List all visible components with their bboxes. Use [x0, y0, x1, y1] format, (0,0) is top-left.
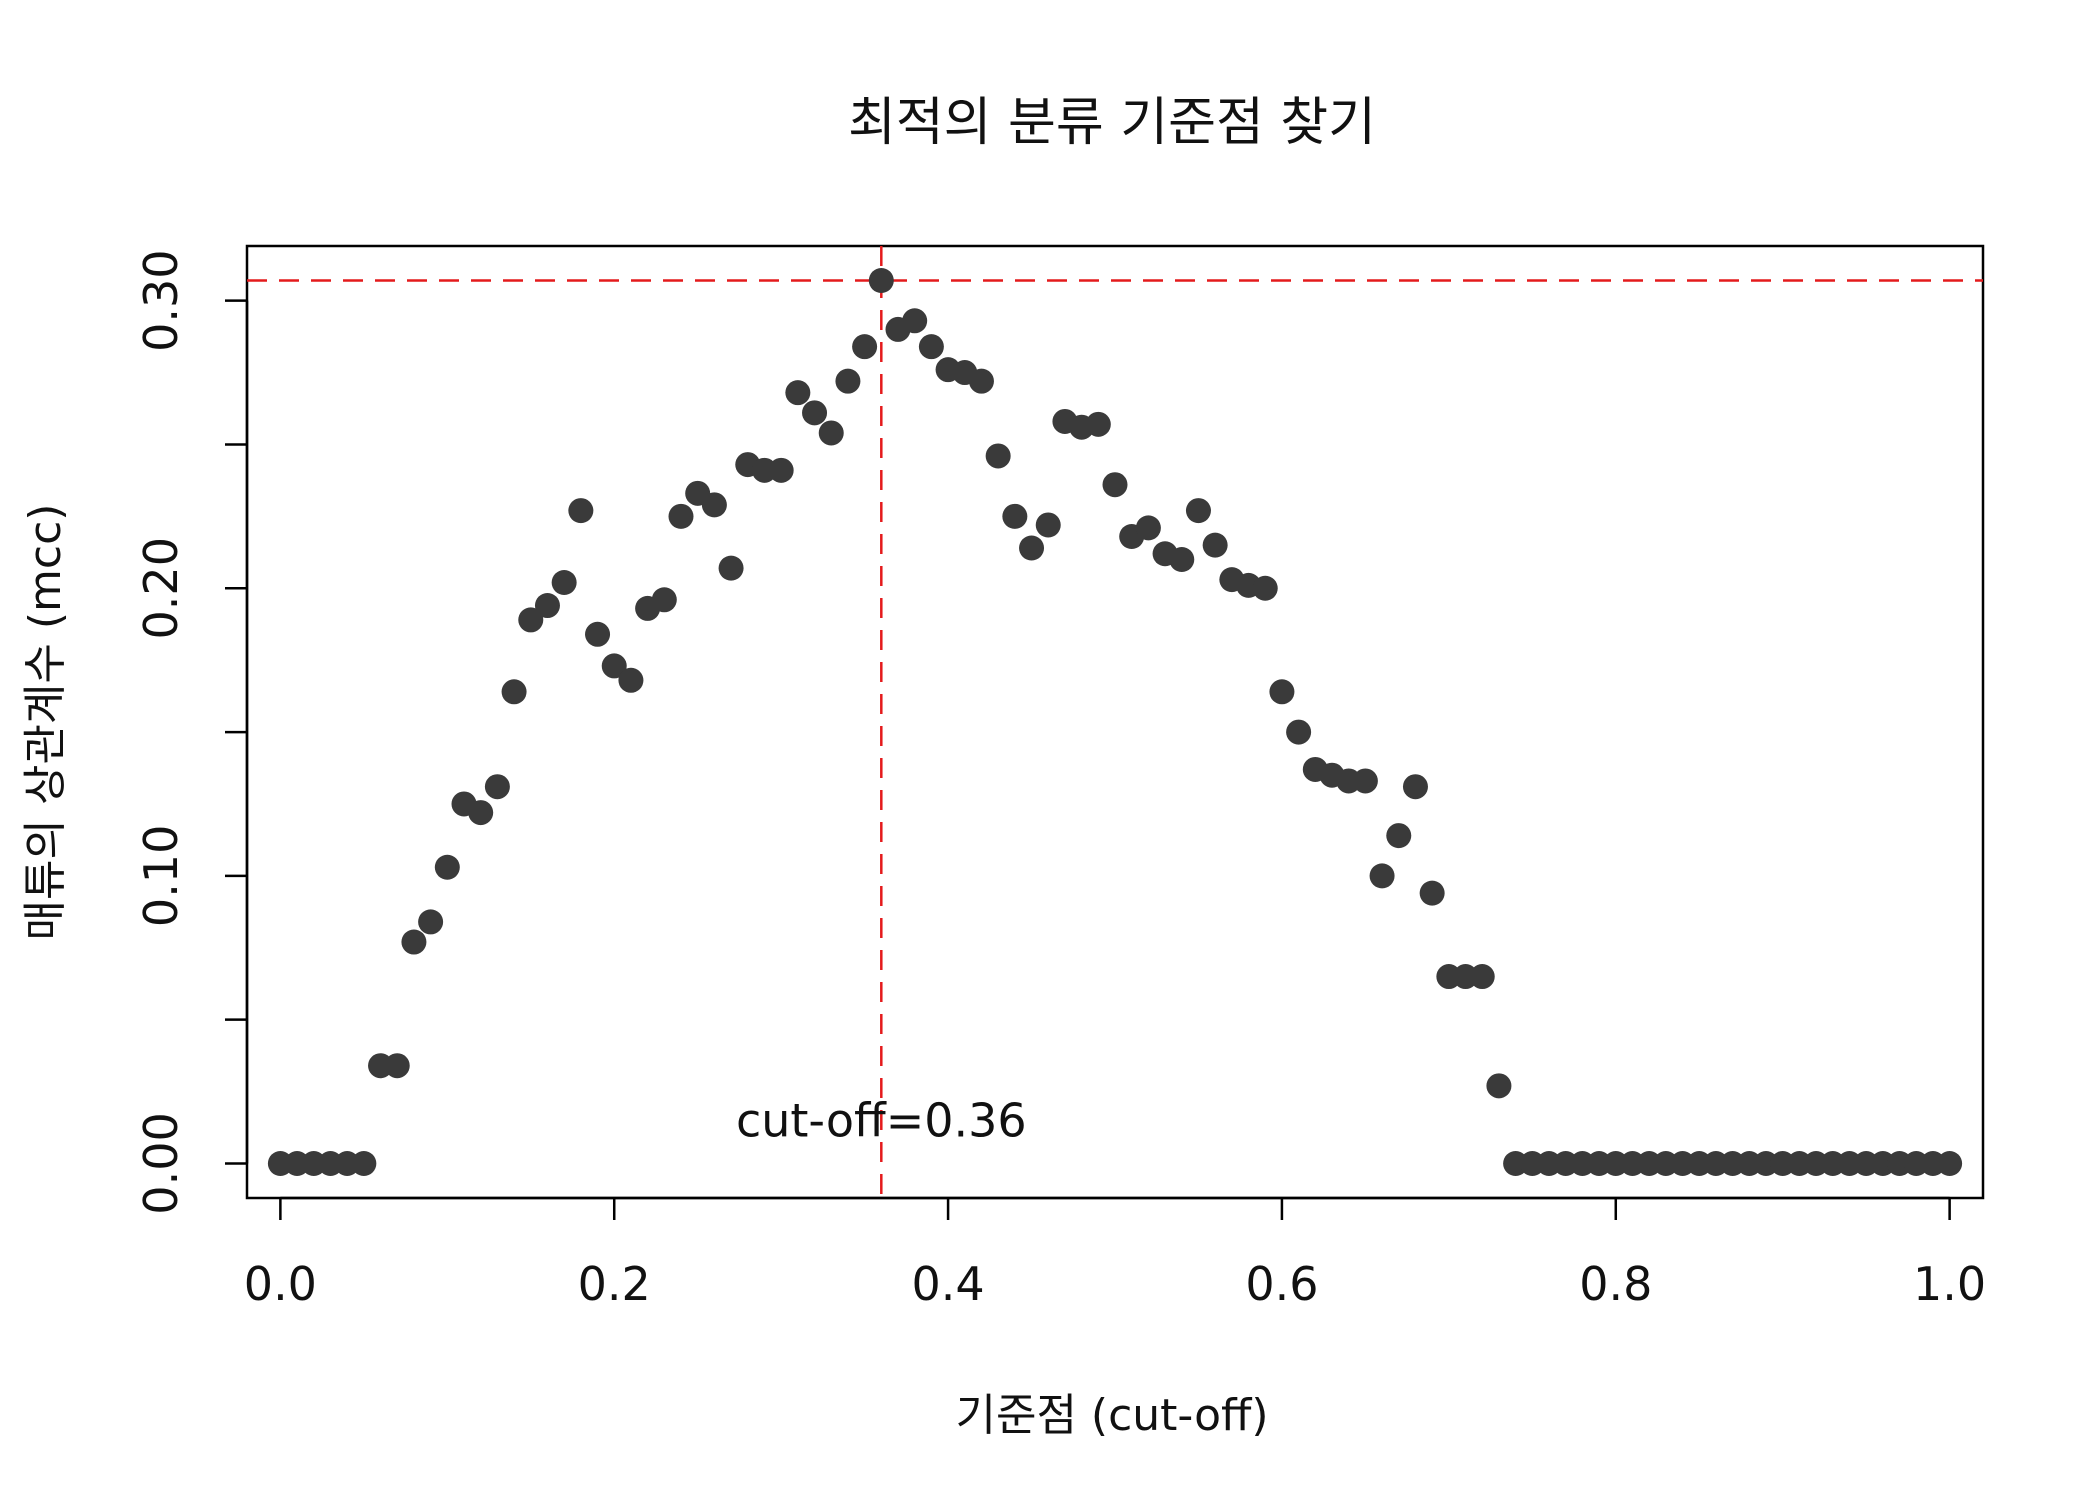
data-point [968, 368, 994, 394]
x-tick-label: 0.4 [911, 1257, 984, 1311]
data-point [585, 621, 611, 647]
data-point [985, 443, 1011, 469]
y-tick-label: 0.20 [134, 537, 188, 639]
data-point [351, 1150, 377, 1176]
data-point [868, 268, 894, 294]
data-point [1937, 1150, 1963, 1176]
data-point [668, 503, 694, 529]
data-point [1169, 546, 1195, 572]
data-point [1002, 503, 1028, 529]
data-point [818, 420, 844, 446]
data-point [418, 909, 444, 935]
data-point [434, 854, 460, 880]
data-point [1102, 472, 1128, 498]
data-point [618, 667, 644, 693]
data-point [1486, 1073, 1512, 1099]
x-axis-label: 기준점 (cut-off) [955, 1390, 1268, 1441]
data-point [384, 1053, 410, 1079]
y-tick-label: 0.00 [134, 1112, 188, 1214]
y-tick-label: 0.10 [134, 825, 188, 927]
data-point [468, 800, 494, 826]
data-point [852, 334, 878, 360]
data-point [768, 457, 794, 483]
data-point [651, 587, 677, 613]
data-point [484, 774, 510, 800]
reference-lines [247, 246, 1983, 1198]
data-point [601, 653, 627, 679]
y-axis: 0.00 0.10 0.20 0.30 [134, 249, 249, 1215]
data-point [1269, 679, 1295, 705]
data-point [1419, 880, 1445, 906]
data-point [1185, 498, 1211, 524]
x-axis: 0.0 0.2 0.4 0.6 0.8 1.0 [244, 1196, 1986, 1311]
x-tick-label: 1.0 [1913, 1257, 1986, 1311]
data-point [534, 593, 560, 619]
chart-title: 최적의 분류 기준점 찾기 [848, 93, 1376, 153]
data-point [1469, 964, 1495, 990]
x-tick-label: 0.0 [244, 1257, 317, 1311]
data-point [1352, 768, 1378, 794]
data-point [1286, 719, 1312, 745]
data-point [1202, 532, 1228, 558]
cutoff-annotation: cut-off=0.36 [736, 1093, 1027, 1147]
data-point [1402, 774, 1428, 800]
data-point [902, 308, 928, 334]
data-point [401, 929, 427, 955]
data-point [701, 492, 727, 518]
data-point [501, 679, 527, 705]
x-tick-label: 0.8 [1579, 1257, 1652, 1311]
data-point [785, 380, 811, 406]
y-tick-label: 0.30 [134, 249, 188, 351]
data-points [267, 268, 1963, 1176]
data-point [1135, 515, 1161, 541]
data-point [1369, 863, 1395, 889]
x-tick-label: 0.2 [578, 1257, 651, 1311]
data-point [718, 555, 744, 581]
data-point [1386, 823, 1412, 849]
data-point [1085, 411, 1111, 437]
data-point [1035, 512, 1061, 538]
data-point [835, 368, 861, 394]
data-point [1252, 575, 1278, 601]
x-tick-label: 0.6 [1245, 1257, 1318, 1311]
data-point [568, 498, 594, 524]
data-point [551, 570, 577, 596]
data-point [802, 400, 828, 426]
data-point [518, 607, 544, 633]
data-point [1019, 535, 1045, 561]
y-axis-label: 매튜의 상관계수 (mcc) [20, 504, 71, 941]
data-point [918, 334, 944, 360]
